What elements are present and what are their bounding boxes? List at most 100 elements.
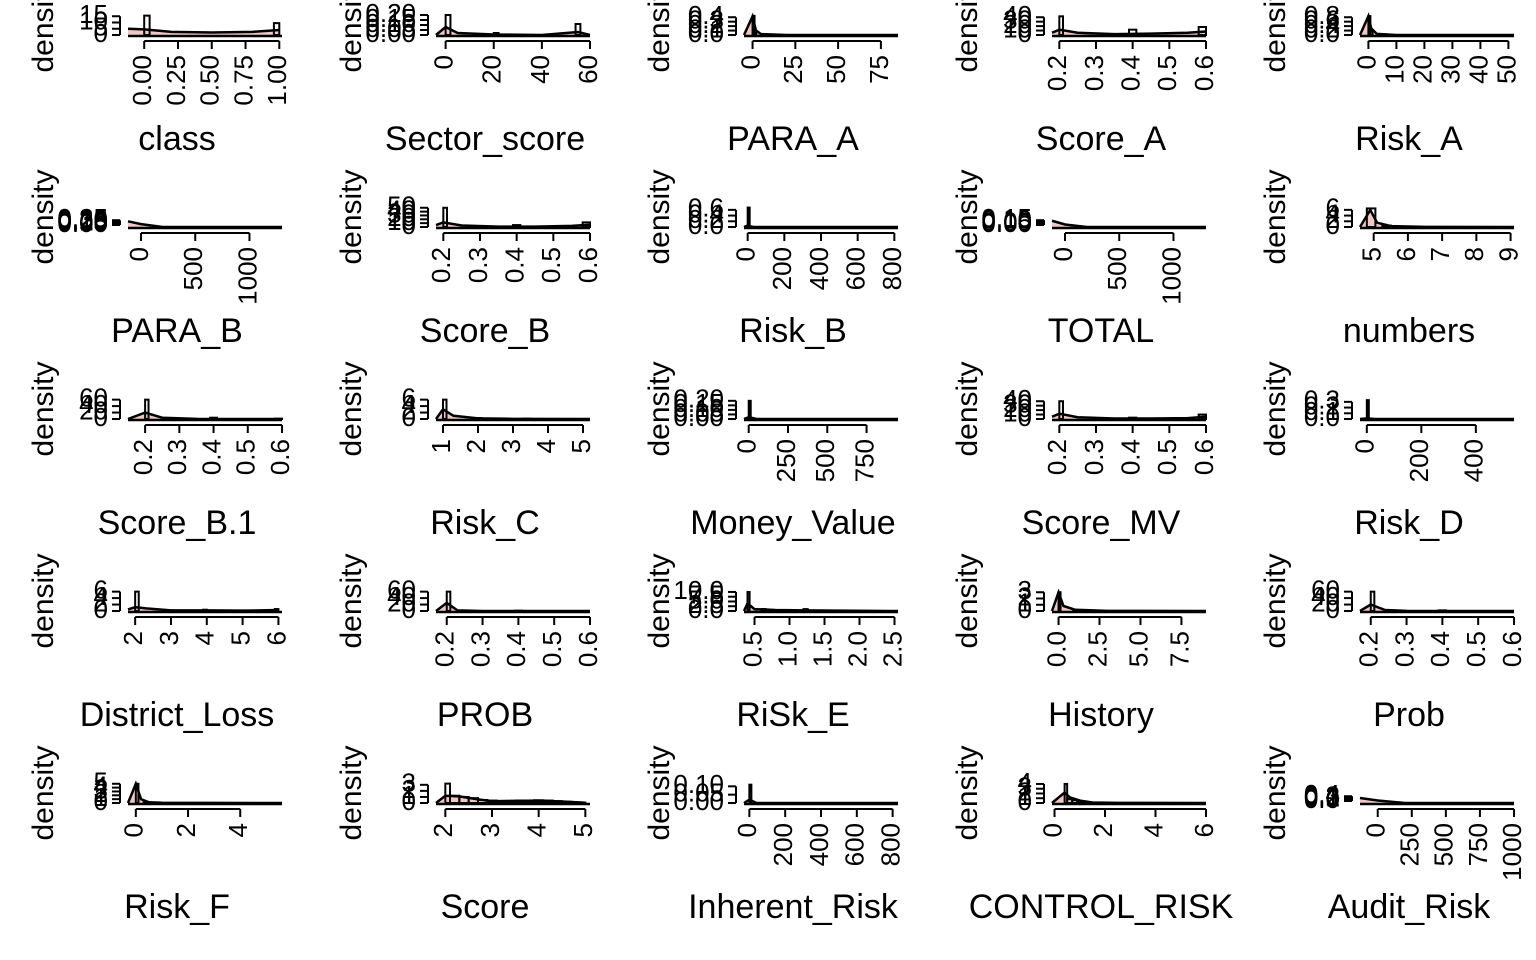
y-tick-label: 0.15: [57, 206, 108, 236]
x-tick-label: 0.3: [465, 631, 495, 667]
x-tick-label: 50: [1491, 55, 1521, 84]
y-tick-label: 0: [1326, 210, 1340, 240]
x-tick-label: 0: [124, 247, 154, 261]
x-tick-label: 200: [768, 823, 798, 866]
x-tick-label: 20: [477, 55, 507, 84]
y-tick-label: 40: [1003, 384, 1032, 414]
y-tick-label: 0.10: [365, 8, 416, 38]
x-tick-label: 3: [154, 631, 184, 645]
density-area: [1360, 604, 1514, 611]
x-tick-label: 0.75: [228, 55, 258, 106]
x-tick-label: 0.25: [161, 55, 191, 106]
x-tick-label: 500: [810, 439, 840, 482]
y-tick-label: 1: [94, 782, 108, 812]
y-tick-label: 2: [402, 395, 416, 425]
y-tick-label: 5.0: [688, 584, 724, 614]
x-tick-label: 2: [461, 439, 491, 453]
y-tick-label: 20: [1003, 393, 1032, 423]
y-tick-label: 4: [1018, 767, 1032, 797]
y-tick-label: 1: [1018, 588, 1032, 618]
x-tick-label: 0.5: [231, 439, 261, 475]
y-tick-label: 20: [79, 395, 108, 425]
y-tick-label: 0: [94, 402, 108, 432]
y-tick-label: 30: [1003, 389, 1032, 419]
y-axis-title: density: [1259, 745, 1292, 840]
y-tick-label: 2: [402, 774, 416, 804]
y-tick-label: 60: [1311, 575, 1340, 605]
y-axis-title: density: [951, 745, 984, 840]
y-tick-label: 0.05: [57, 207, 108, 237]
y-tick-label: 1: [1018, 781, 1032, 811]
y-tick-label: 30: [1003, 5, 1032, 35]
x-axis-title: PARA_B: [111, 312, 243, 350]
y-tick-label: 0.1: [1304, 396, 1340, 426]
density-curve: [435, 601, 590, 613]
y-tick-label: 6: [402, 383, 416, 413]
y-tick-label: 0.4: [688, 198, 724, 228]
y-axis-title: density: [335, 0, 368, 73]
x-tick-label: 500: [178, 247, 208, 290]
panel-risk-e: 0.5 1.0 1.5 2.0 2.50.02.55.07.510.0densityRi…: [643, 553, 907, 734]
x-tick-label: 0.2: [128, 439, 158, 475]
x-tick-label: 500: [1429, 823, 1459, 866]
panel-para-a: 0 25 50 75 0.00.10.20.30.4 density PARA_A: [643, 0, 898, 158]
x-tick-label: 20: [1407, 55, 1437, 84]
x-tick-label: 0.6: [1189, 55, 1219, 91]
x-tick-label: 6: [1391, 247, 1421, 261]
x-tick-label: 200: [1404, 439, 1434, 482]
x-axis-title: class: [138, 120, 215, 158]
y-axis-title: density: [643, 553, 676, 648]
density-curve: [127, 27, 280, 34]
y-axis-title: density: [951, 553, 984, 648]
y-tick-label: 20: [387, 587, 416, 617]
x-tick-label: 800: [876, 823, 906, 866]
x-tick-label: 0.4: [1116, 55, 1146, 91]
x-axis-title: Risk_D: [1354, 504, 1464, 542]
x-axis-title: TOTAL: [1048, 312, 1154, 350]
density-curve: [435, 221, 591, 228]
y-tick-label: 0.00: [673, 786, 724, 816]
x-tick-label: 0.5: [536, 247, 566, 283]
y-axis-title: density: [27, 745, 60, 840]
x-axis-title: Inherent_Risk: [688, 888, 899, 926]
y-axis-title: density: [1259, 169, 1292, 264]
x-axis-title: District_Loss: [80, 696, 275, 734]
density-area: [436, 602, 590, 611]
x-tick-label: 0.6: [1189, 439, 1219, 475]
y-tick-label: 0: [402, 786, 416, 816]
x-tick-label: 0: [1361, 823, 1391, 837]
y-tick-label: 2: [94, 587, 108, 617]
x-axis-title: CONTROL_RISK: [969, 888, 1234, 926]
x-tick-label: 5: [568, 823, 598, 837]
x-tick-label: 1.0: [772, 631, 802, 667]
x-tick-label: 8: [1459, 247, 1489, 261]
x-tick-label: 2: [1088, 823, 1118, 837]
y-tick-label: 0.30: [57, 204, 108, 234]
x-tick-label: 0.3: [1079, 439, 1109, 475]
x-axis-title: numbers: [1343, 312, 1475, 350]
y-tick-label: 6: [1326, 193, 1340, 223]
y-tick-label: 0.0: [688, 594, 724, 624]
density-curve: [743, 415, 898, 421]
y-tick-label: 20: [387, 202, 416, 232]
y-axis-title: density: [27, 0, 60, 73]
density-curve: [127, 605, 279, 612]
y-tick-label: 4: [1326, 198, 1340, 228]
y-tick-label: 0.2: [1304, 13, 1340, 43]
x-tick-label: 0.4: [196, 439, 226, 475]
x-tick-label: 25: [778, 55, 808, 84]
x-tick-label: 9: [1493, 247, 1523, 261]
y-tick-label: 10.0: [673, 575, 724, 605]
x-tick-label: 0: [1350, 439, 1380, 453]
y-axis-title: density: [951, 361, 984, 456]
y-tick-label: 40: [387, 581, 416, 611]
